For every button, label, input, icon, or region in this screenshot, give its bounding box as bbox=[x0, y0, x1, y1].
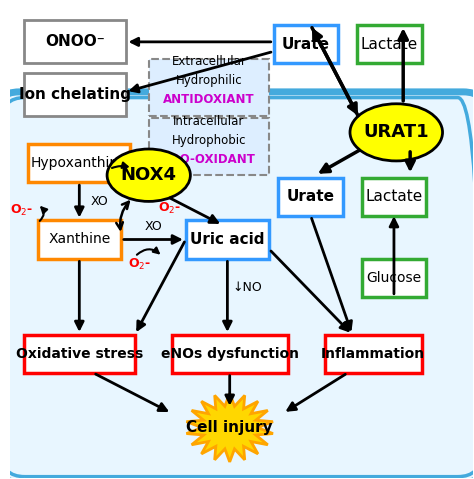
Text: Glucose: Glucose bbox=[366, 271, 421, 285]
Text: Extracellular: Extracellular bbox=[172, 55, 246, 68]
Text: Oxidative stress: Oxidative stress bbox=[16, 347, 143, 361]
Text: O$_{2}$-: O$_{2}$- bbox=[158, 201, 181, 216]
Text: Hypoxanthine: Hypoxanthine bbox=[31, 156, 128, 171]
Bar bbox=[28, 144, 130, 182]
Bar bbox=[357, 25, 422, 63]
Bar bbox=[186, 220, 269, 259]
Text: XO: XO bbox=[145, 220, 162, 233]
Ellipse shape bbox=[350, 104, 443, 161]
Text: Uric acid: Uric acid bbox=[190, 232, 264, 247]
Text: Urate: Urate bbox=[282, 37, 330, 52]
Text: URAT1: URAT1 bbox=[364, 124, 429, 141]
Text: Cell injury: Cell injury bbox=[186, 420, 273, 435]
Polygon shape bbox=[186, 393, 273, 462]
Text: eNOs dysfunction: eNOs dysfunction bbox=[161, 347, 299, 361]
Text: Xanthine: Xanthine bbox=[48, 232, 110, 247]
Text: Intracellular: Intracellular bbox=[173, 114, 245, 127]
Text: XO: XO bbox=[91, 195, 109, 208]
Text: ANTIDOXIANT: ANTIDOXIANT bbox=[163, 93, 255, 106]
Bar bbox=[362, 259, 426, 297]
Bar bbox=[24, 21, 126, 63]
Bar bbox=[149, 58, 269, 116]
Bar bbox=[37, 220, 121, 259]
Text: O$_{2}$-: O$_{2}$- bbox=[10, 204, 33, 218]
Bar bbox=[278, 178, 343, 216]
Text: NOX4: NOX4 bbox=[121, 166, 177, 184]
Text: Lactate: Lactate bbox=[361, 37, 418, 52]
Bar bbox=[172, 335, 288, 373]
FancyBboxPatch shape bbox=[0, 92, 474, 479]
Text: ↓NO: ↓NO bbox=[232, 281, 262, 294]
Bar bbox=[24, 335, 135, 373]
Text: Urate: Urate bbox=[287, 189, 335, 204]
Bar bbox=[362, 178, 426, 216]
Text: Ion chelating: Ion chelating bbox=[18, 87, 131, 102]
Text: Hydrophobic: Hydrophobic bbox=[172, 134, 246, 147]
Bar bbox=[149, 118, 269, 175]
Text: Lactate: Lactate bbox=[365, 189, 423, 204]
Bar bbox=[273, 25, 338, 63]
Text: Hydrophilic: Hydrophilic bbox=[175, 74, 242, 87]
Text: Inflammation: Inflammation bbox=[321, 347, 425, 361]
Text: O$_{2}$-: O$_{2}$- bbox=[128, 257, 151, 272]
Ellipse shape bbox=[107, 149, 191, 201]
Text: ONOO⁻: ONOO⁻ bbox=[45, 34, 105, 49]
Bar bbox=[325, 335, 422, 373]
Text: PRO-OXIDANT: PRO-OXIDANT bbox=[163, 153, 255, 166]
Bar bbox=[24, 73, 126, 116]
